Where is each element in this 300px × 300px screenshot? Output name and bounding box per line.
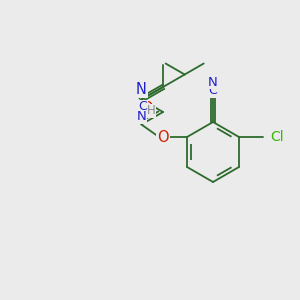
Text: N: N	[208, 76, 218, 88]
Text: C: C	[138, 100, 147, 113]
Text: O: O	[157, 130, 169, 145]
Text: Cl: Cl	[270, 130, 284, 144]
Text: O: O	[141, 101, 153, 116]
Text: H: H	[147, 104, 156, 118]
Text: C: C	[208, 85, 217, 98]
Text: N: N	[136, 110, 146, 124]
Text: N: N	[136, 82, 147, 98]
